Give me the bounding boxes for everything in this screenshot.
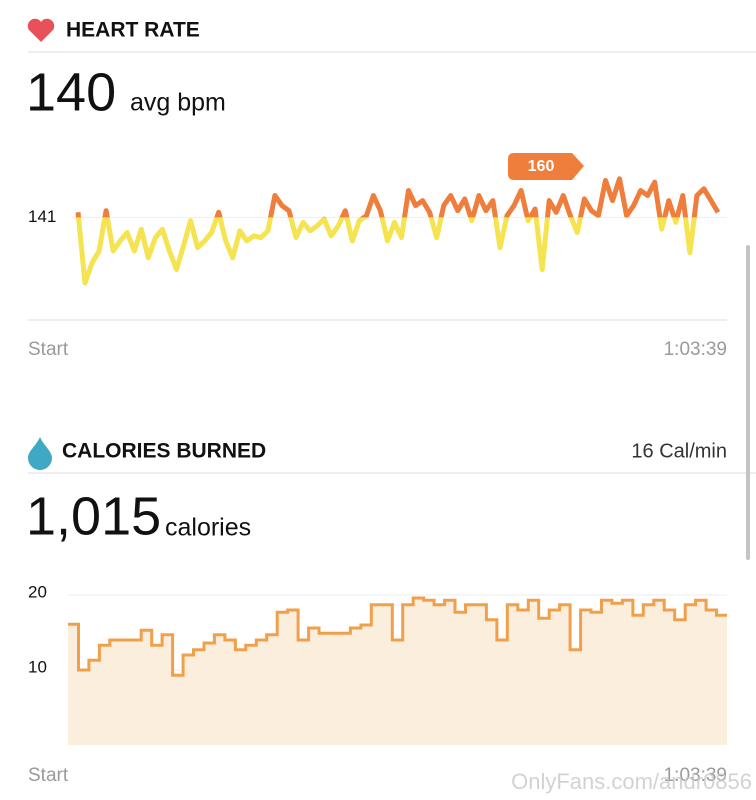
step-line	[68, 596, 727, 677]
x-end-label: 1:03:39	[664, 339, 727, 360]
watermark: OnlyFans.com/andr0856	[511, 769, 752, 794]
area	[68, 598, 727, 745]
heart-icon	[27, 18, 55, 42]
annotation: 160	[528, 158, 555, 175]
scrollbar	[746, 245, 750, 560]
calorie-chart: 10 20	[28, 582, 727, 745]
line-above	[75, 176, 721, 218]
headline: 140	[26, 62, 116, 122]
annotation-bubble	[508, 153, 584, 180]
y-tick-label: 10	[28, 657, 47, 676]
heart-chart: 141	[28, 176, 727, 286]
headline-unit: avg bpm	[130, 89, 226, 117]
section-title: HEART RATE	[66, 19, 200, 42]
drop-icon	[28, 437, 52, 470]
x-start-label: Start	[28, 339, 69, 360]
x-end-label: 1:03:39	[664, 765, 727, 786]
rate: 16 Cal/min	[631, 440, 727, 462]
headline: 1,015	[26, 486, 161, 546]
x-start-label: Start	[28, 765, 69, 786]
line-below	[75, 217, 697, 286]
headline-unit: calories	[165, 514, 251, 542]
y-tick-label: 20	[28, 582, 47, 601]
y-tick-label: 141	[28, 207, 56, 226]
section-title: CALORIES BURNED	[62, 440, 266, 463]
